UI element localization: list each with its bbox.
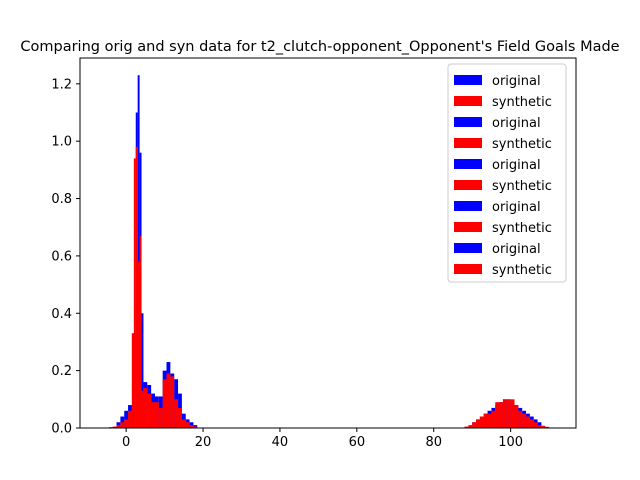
y-tick-label: 1.2 [51,77,72,92]
plot-frame [79,57,577,429]
synthetic-bar [133,158,136,428]
original-bar [124,410,129,428]
synthetic-bar [522,413,527,428]
synthetic-bar [491,410,496,428]
synthetic-bar [139,235,142,428]
original-bar [193,425,198,428]
original-legend-swatch [454,117,482,127]
synthetic-bar [468,425,473,428]
y-axis: 0.0 0.2 0.4 0.6 0.8 1.0 1.2 [51,77,80,437]
legend-label: synthetic [492,95,552,110]
synthetic-bar [506,399,511,428]
synthetic-bar [529,419,534,428]
synthetic-bar [147,393,152,428]
synthetic-bar [112,426,117,428]
x-tick-label: 0 [122,435,130,450]
original-legend-swatch [454,75,482,85]
y-tick-label: 1.0 [51,135,72,150]
legend-label: synthetic [492,137,552,152]
legend-label: synthetic [492,221,552,236]
legend-label: original [492,158,541,173]
synthetic-bar [472,422,477,428]
synthetic-bar [533,422,538,428]
synthetic-bar [143,387,148,428]
synthetic-legend-swatch [454,264,482,274]
original-legend-swatch [454,201,482,211]
synthetic-bar [499,402,503,428]
legend-label: synthetic [492,263,552,278]
synthetic-legend-swatch [454,222,482,232]
synthetic-bar [162,379,167,428]
synthetic-bar [185,422,190,428]
synthetic-bar [502,399,507,428]
synthetic-bar [545,426,550,428]
legend: original synthetic original synthetic origin… [447,63,567,283]
original-bar [137,75,140,429]
original-bar [141,313,144,428]
legend-label: synthetic [492,179,552,194]
legend-label: original [492,74,541,89]
synthetic-bar [154,402,159,428]
synthetic-bar [495,402,500,428]
x-tick-label: 80 [425,435,442,450]
synthetic-bar [141,390,144,428]
x-tick-label: 60 [349,435,366,450]
x-axis: 0 20 40 60 80 100 [122,428,523,450]
synthetic-legend-swatch [454,96,482,106]
legend-label: original [492,116,541,131]
y-tick-label: 0.6 [51,249,72,264]
synthetic-bar [541,425,546,428]
y-tick-label: 0.4 [51,307,72,322]
synthetic-bar [124,419,129,428]
legend-label: original [492,242,541,257]
synthetic-bar [537,425,542,428]
synthetic-bar [487,413,492,428]
synthetic-bar [483,413,488,428]
synthetic-bar [174,399,179,428]
y-tick-label: 0.2 [51,364,72,379]
synthetic-bar [181,419,186,428]
histogram-bars [108,75,550,429]
synthetic-bar [193,426,198,428]
y-tick-label: 0.8 [51,192,72,207]
synthetic-bar [479,416,484,428]
chart-title: Comparing orig and syn data for t2_clutc… [20,39,619,55]
synthetic-bar [170,376,175,428]
synthetic-legend-swatch [454,138,482,148]
synthetic-bar [189,425,194,428]
legend-label: original [492,200,541,215]
synthetic-bar [158,407,163,428]
original-legend-swatch [454,243,482,253]
synthetic-bar [166,373,171,428]
synthetic-bar [135,146,138,428]
y-tick-label: 0.0 [51,422,72,437]
original-legend-swatch [454,159,482,169]
synthetic-bar [526,416,530,428]
synthetic-bar [518,410,523,428]
synthetic-bar [510,399,515,428]
synthetic-bar [120,422,125,428]
x-tick-label: 20 [195,435,212,450]
x-tick-label: 40 [272,435,289,450]
x-tick-label: 100 [498,435,523,450]
synthetic-bar [178,407,182,428]
synthetic-bar [514,405,519,428]
synthetic-bar [128,410,132,428]
synthetic-bar [476,419,480,428]
synthetic-bar [116,425,121,428]
synthetic-bar [151,402,155,428]
synthetic-legend-swatch [454,180,482,190]
synthetic-bar [464,426,469,428]
synthetic-bar [137,261,140,428]
synthetic-bar [131,333,134,428]
